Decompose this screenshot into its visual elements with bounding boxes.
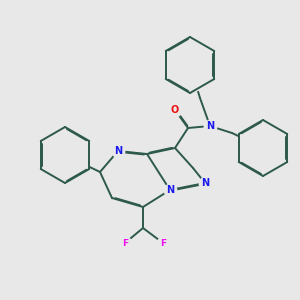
Text: O: O: [171, 105, 179, 115]
Text: N: N: [114, 146, 122, 156]
Text: N: N: [201, 178, 209, 188]
Text: N: N: [206, 121, 214, 131]
Text: F: F: [160, 238, 166, 247]
Text: F: F: [122, 238, 128, 247]
Text: N: N: [166, 185, 174, 195]
